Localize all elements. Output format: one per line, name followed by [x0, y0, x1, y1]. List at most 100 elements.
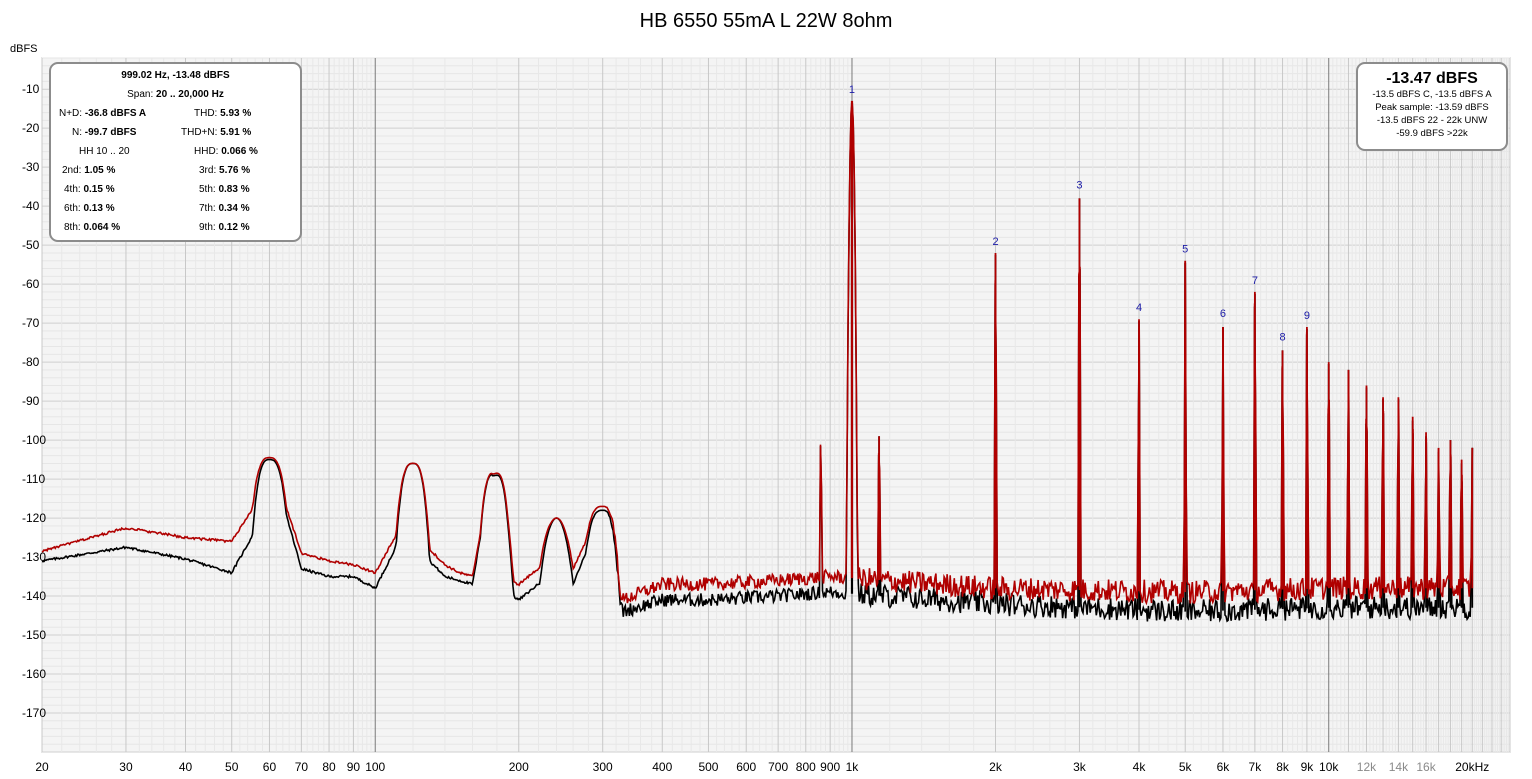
h7-label: 7th:	[199, 203, 216, 214]
x-tick-label: 900	[820, 760, 840, 774]
stat-nd: N+D: -36.8 dBFS A	[59, 108, 146, 119]
level-main: -13.47 dBFS	[1386, 70, 1478, 87]
x-tick-label: 10k	[1319, 760, 1339, 774]
n-label: N:	[72, 127, 82, 138]
thdn-value: 5.91 %	[220, 127, 252, 138]
x-tick-label: 5k	[1179, 760, 1193, 774]
stats-header: 999.02 Hz, -13.48 dBFS	[121, 70, 230, 81]
stat-h3: 3rd: 5.76 %	[199, 165, 250, 176]
harmonic-marker-label: 4	[1136, 302, 1142, 314]
series-line-black	[41, 103, 1474, 623]
y-tick-label: -90	[22, 394, 40, 408]
x-tick-label: 200	[509, 760, 529, 774]
x-tick-label: 80	[322, 760, 336, 774]
nd-value: -36.8 dBFS A	[84, 108, 147, 119]
harmonic-marker-label: 9	[1304, 310, 1310, 322]
h9-label: 9th:	[199, 222, 216, 233]
h8-label: 8th:	[64, 222, 81, 233]
hhd-value: 0.066 %	[221, 146, 258, 157]
level-readout-panel: -13.47 dBFS -13.5 dBFS C, -13.5 dBFS A P…	[1356, 62, 1508, 151]
x-tick-label: 30	[119, 760, 133, 774]
stat-hhd: HHD: 0.066 %	[194, 146, 258, 157]
h5-value: 0.83 %	[218, 184, 250, 195]
harmonic-marker-label: 3	[1076, 179, 1082, 191]
series-line-red	[41, 101, 1474, 606]
x-tick-label: 1k	[846, 760, 860, 774]
span-value: 20 .. 20,000 Hz	[156, 89, 224, 100]
h5-label: 5th:	[199, 184, 216, 195]
y-tick-label: -130	[22, 550, 46, 564]
x-tick-label: 6k	[1217, 760, 1231, 774]
stats-span: Span: 20 .. 20,000 Hz	[51, 89, 300, 100]
h4-value: 0.15 %	[83, 184, 115, 195]
y-tick-label: -60	[22, 277, 40, 291]
h6-value: 0.13 %	[83, 203, 115, 214]
x-tick-label: 800	[796, 760, 816, 774]
y-axis-label: dBFS	[10, 43, 38, 55]
stat-h8: 8th: 0.064 %	[64, 222, 120, 233]
y-tick-label: -40	[22, 199, 40, 213]
level-line-1: -13.5 dBFS C, -13.5 dBFS A	[1372, 89, 1492, 100]
y-tick-label: -30	[22, 160, 40, 174]
x-tick-label: 14k	[1389, 760, 1409, 774]
stat-thdn: THD+N: 5.91 %	[181, 127, 251, 138]
x-tick-label: 300	[593, 760, 613, 774]
h4-label: 4th:	[64, 184, 81, 195]
harmonic-marker-label: 8	[1279, 331, 1285, 343]
x-tick-label: 12k	[1357, 760, 1377, 774]
span-label: Span:	[127, 89, 154, 100]
stat-h7: 7th: 0.34 %	[199, 203, 250, 214]
x-tick-label: 60	[263, 760, 277, 774]
thd-label: THD:	[194, 108, 218, 119]
x-tick-label: 40	[179, 760, 193, 774]
hhd-label: HHD:	[194, 146, 219, 157]
h8-value: 0.064 %	[83, 222, 121, 233]
h7-value: 0.34 %	[218, 203, 250, 214]
x-tick-label: 50	[225, 760, 239, 774]
h9-value: 0.12 %	[218, 222, 250, 233]
nd-label: N+D:	[59, 108, 83, 119]
stat-thd: THD: 5.93 %	[194, 108, 251, 119]
x-tick-label: 70	[295, 760, 309, 774]
y-tick-label: -70	[22, 316, 40, 330]
y-tick-label: -170	[22, 706, 46, 720]
x-tick-label: 7k	[1249, 760, 1263, 774]
x-tick-label: 100	[365, 760, 385, 774]
y-tick-label: -100	[22, 433, 46, 447]
x-tick-label: 500	[698, 760, 718, 774]
level-line-2: Peak sample: -13.59 dBFS	[1375, 102, 1489, 113]
x-tick-label: 16k	[1416, 760, 1436, 774]
x-tick-label: 20kHz	[1455, 760, 1489, 774]
stat-n: N: -99.7 dBFS	[72, 127, 136, 138]
x-tick-label: 600	[736, 760, 756, 774]
stat-h5: 5th: 0.83 %	[199, 184, 250, 195]
stat-h6: 6th: 0.13 %	[64, 203, 115, 214]
y-tick-label: -10	[22, 82, 40, 96]
harmonic-marker-label: 5	[1182, 244, 1188, 256]
x-tick-label: 3k	[1073, 760, 1087, 774]
h6-label: 6th:	[64, 203, 81, 214]
x-tick-label: 400	[652, 760, 672, 774]
level-line-3: -13.5 dBFS 22 - 22k UNW	[1376, 115, 1488, 126]
x-tick-label: 20	[35, 760, 49, 774]
distortion-stats-panel: 999.02 Hz, -13.48 dBFS Span: 20 .. 20,00…	[49, 62, 302, 242]
h3-value: 5.76 %	[219, 165, 251, 176]
x-tick-label: 700	[768, 760, 788, 774]
y-tick-label: -110	[22, 472, 45, 486]
y-tick-label: -120	[22, 511, 46, 525]
y-tick-label: -20	[22, 121, 40, 135]
x-tick-label: 90	[347, 760, 361, 774]
x-tick-label: 9k	[1301, 760, 1315, 774]
h3-label: 3rd:	[199, 165, 217, 176]
harmonic-marker-label: 1	[849, 84, 855, 96]
y-tick-label: -80	[22, 355, 40, 369]
x-tick-label: 4k	[1133, 760, 1147, 774]
harmonic-marker-label: 7	[1252, 275, 1258, 287]
chart-title: HB 6550 55mA L 22W 8ohm	[639, 10, 893, 32]
y-tick-label: -140	[22, 589, 46, 603]
h2-value: 1.05 %	[84, 165, 116, 176]
n-value: -99.7 dBFS	[84, 127, 137, 138]
y-tick-label: -150	[22, 628, 46, 642]
harmonic-marker-label: 2	[992, 236, 998, 248]
